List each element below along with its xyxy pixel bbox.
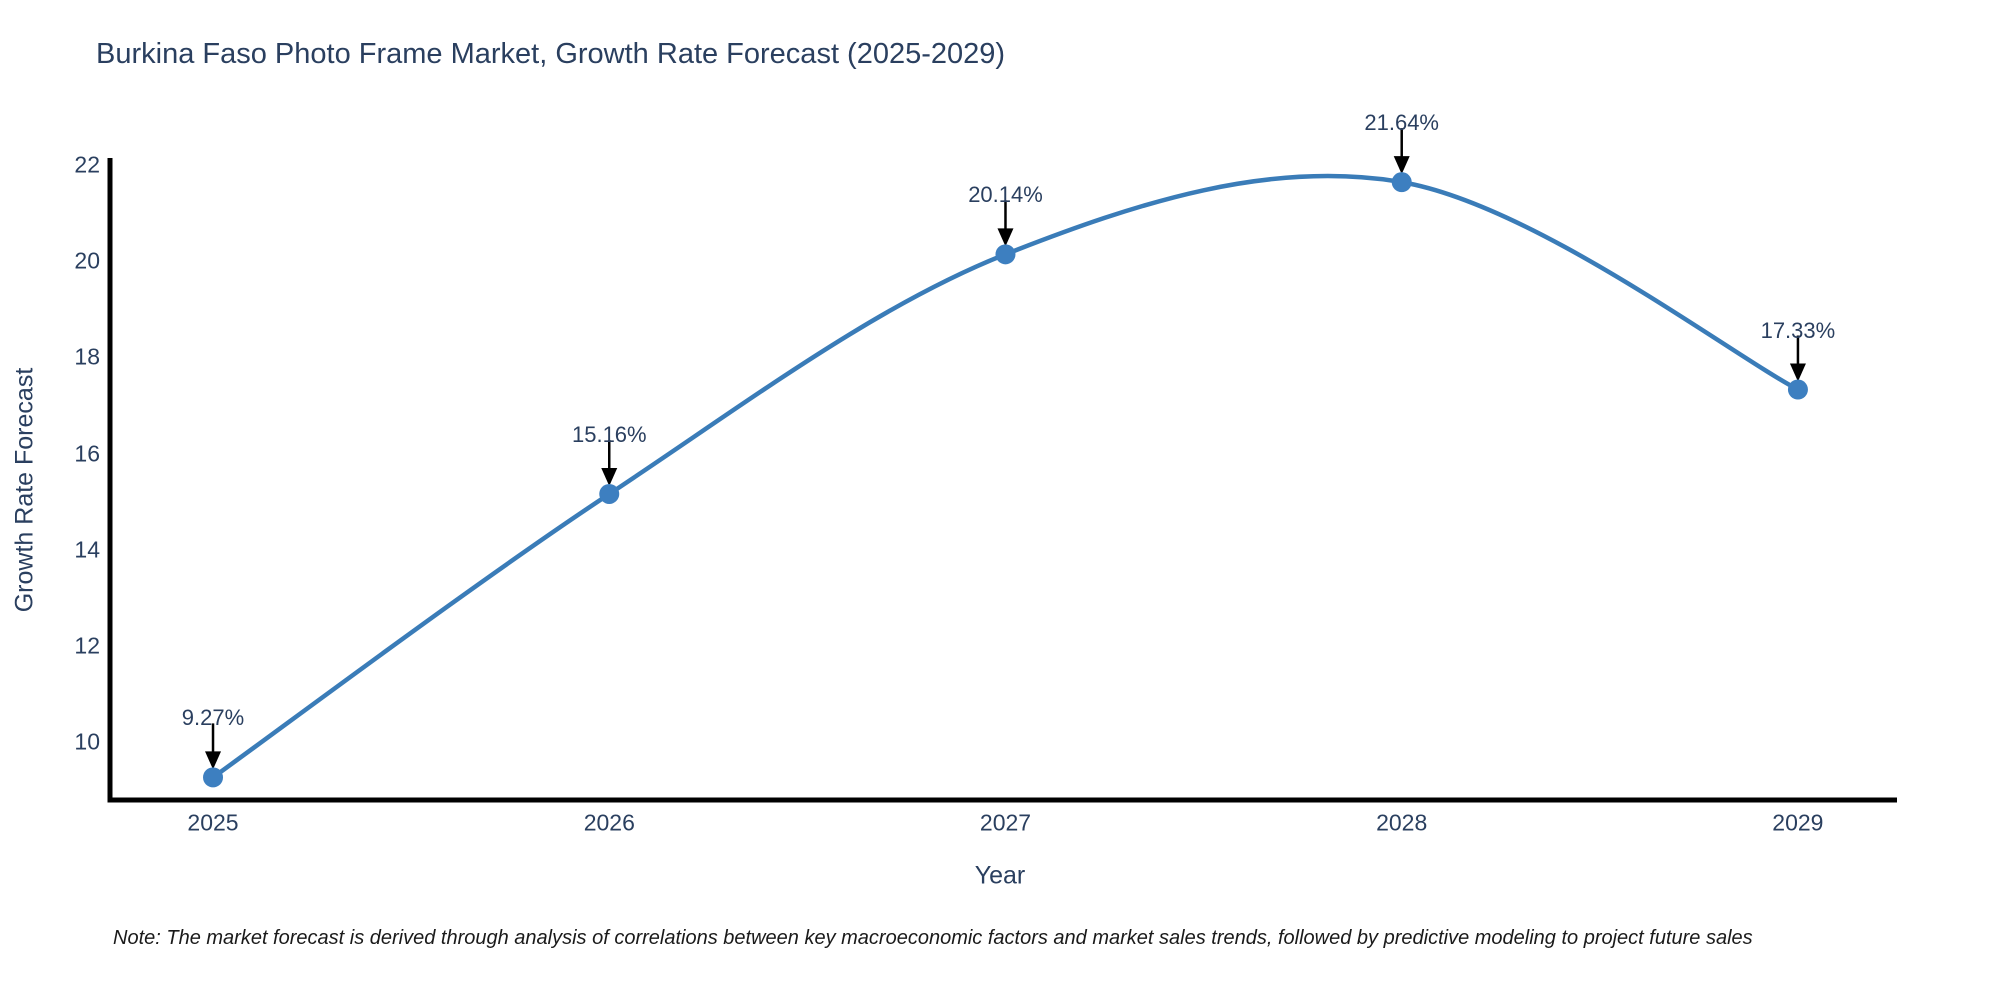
data-point-value-label: 9.27% [181,705,245,731]
y-tick-label: 16 [74,440,100,466]
data-point-value-label: 20.14% [968,182,1043,208]
data-point-marker [1391,172,1412,193]
y-tick-label: 20 [74,247,100,274]
chart-title: Burkina Faso Photo Frame Market, Growth … [96,38,1006,70]
data-point-value-label: 21.64% [1364,110,1439,136]
x-tick-label: 2027 [979,809,1032,836]
data-point-marker [203,767,224,788]
annotation-arrowhead-icon [1393,156,1410,175]
annotation-arrowhead-icon [601,467,618,486]
annotation-arrowhead-icon [997,228,1014,247]
x-tick-label: 2029 [1772,809,1824,836]
data-point-marker [1787,379,1808,400]
y-tick-label: 22 [74,151,100,178]
annotation-arrowhead-icon [205,751,222,770]
series-line [210,173,1801,780]
y-tick-label: 18 [74,343,100,370]
data-point-marker [995,244,1016,265]
data-point-value-label: 15.16% [571,422,647,447]
x-axis-title: Year [974,861,1026,890]
x-tick-label: 2025 [187,809,239,836]
x-tick-label: 2026 [583,809,635,836]
x-tick-label: 2028 [1376,809,1428,836]
y-axis-title: Growth Rate Forecast [10,367,39,613]
annotation-arrowhead-icon [1789,363,1806,382]
y-tick-label: 14 [74,536,100,563]
data-point-value-label: 17.33% [1760,317,1836,343]
data-point-marker [599,483,620,504]
y-tick-label: 10 [74,728,100,755]
y-tick-label: 12 [74,632,100,659]
footnote: Note: The market forecast is derived thr… [113,927,1753,949]
